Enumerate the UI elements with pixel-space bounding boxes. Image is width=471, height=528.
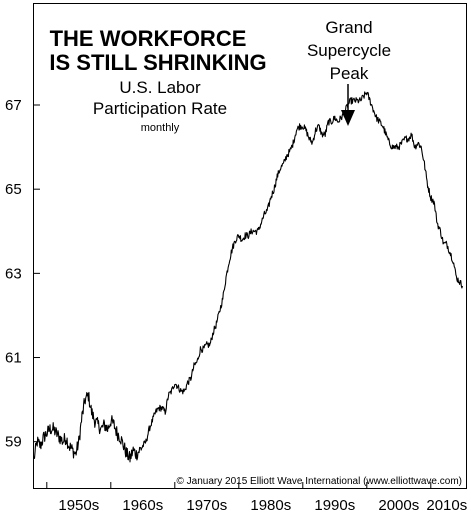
x-axis: 1950s 1960s 1970s 1980s 1990s 2000s 2010s	[46, 482, 467, 514]
chart-title-line-1: THE WORKFORCE	[50, 26, 247, 51]
chart-title-line-2: IS STILL SHRINKING	[49, 50, 266, 75]
x-tick-label: 1970s	[186, 497, 227, 514]
participation-rate-line	[33, 91, 464, 463]
annotation-arrow-head	[341, 110, 355, 126]
x-tick-label: 1980s	[250, 497, 291, 514]
chart-subtitle-line-2: Participation Rate	[93, 99, 227, 118]
y-tick-label: 59	[5, 434, 22, 451]
x-tick-label: 1960s	[122, 497, 163, 514]
plot-frame	[33, 3, 467, 489]
chart-frequency-note: monthly	[141, 122, 180, 134]
series-layer	[33, 91, 464, 463]
y-axis: 59 61 63 65 67	[5, 97, 40, 451]
y-tick-label: 61	[5, 350, 22, 367]
y-tick-label: 65	[5, 181, 22, 198]
annotation-line-3: Peak	[330, 64, 369, 83]
y-tick-label: 63	[5, 265, 22, 282]
y-tick-label: 67	[5, 97, 22, 114]
chart-credit: © January 2015 Elliott Wave Internationa…	[177, 476, 462, 487]
x-tick-label: 2000s	[378, 497, 419, 514]
x-tick-label: 1950s	[58, 497, 99, 514]
annotation-line-1: Grand	[325, 18, 372, 37]
x-tick-label: 1990s	[314, 497, 355, 514]
chart-subtitle-line-1: U.S. Labor	[119, 78, 201, 97]
annotation-line-2: Supercycle	[307, 41, 391, 60]
x-tick-label: 2010s	[426, 497, 467, 514]
